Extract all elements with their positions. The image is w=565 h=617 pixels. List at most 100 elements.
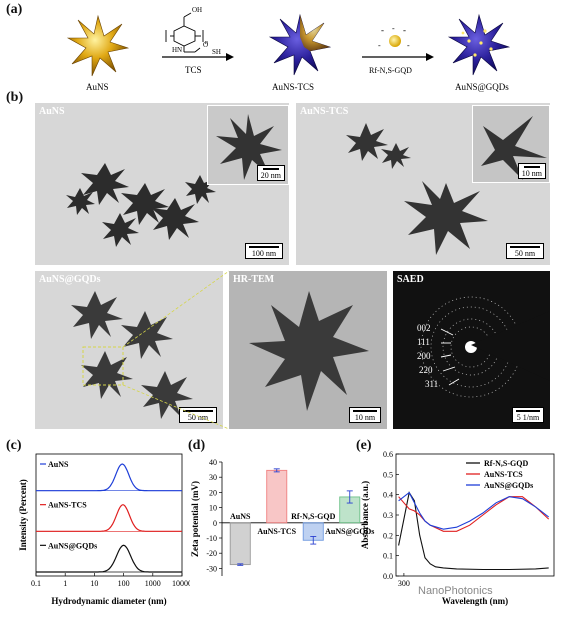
mol-n: n xyxy=(205,40,208,46)
chart-e-xtick-label: 300 xyxy=(398,579,410,588)
panel-b-label: (b) xyxy=(6,90,24,105)
chart-c-legend-label: AuNS@GQDs xyxy=(48,541,97,550)
chart-d-ytick-label: -20 xyxy=(206,549,217,558)
scale-inset-auns-tcs: 10 nm xyxy=(517,163,546,179)
tem-title-hrtem: HR-TEM xyxy=(233,274,275,285)
chart-e-legend-label: AuNS@GQDs xyxy=(484,481,533,490)
chart-d-ytick-label: -30 xyxy=(206,564,217,573)
chart-c-xlabel: Hydrodynamic diameter (nm) xyxy=(51,596,166,606)
chart-e-ytick-label: 0.2 xyxy=(383,531,393,540)
chart-e-xlabel: Wavelength (nm) xyxy=(442,596,508,606)
tem-image-hrtem: HR-TEM 10 nm xyxy=(229,271,387,429)
saed-ring-200: 200 xyxy=(417,351,431,361)
chart-e-ylabel: Absorbance (a.u.) xyxy=(360,481,370,549)
chart-c-xtick-label: 0.1 xyxy=(31,579,41,588)
chart-c-xtick-label: 10000 xyxy=(172,579,190,588)
step-label-1: AuNS xyxy=(86,82,109,92)
saed-ring-311: 311 xyxy=(425,379,439,389)
mol-sh: SH xyxy=(212,48,221,56)
chart-d-ytick-label: 30 xyxy=(209,473,217,482)
arrow-1-reagent: TCS xyxy=(185,65,202,75)
saed-ring-111: 111 xyxy=(417,337,430,347)
tem-image-saed: SAED 002 111 200 220 311 5 1/nm xyxy=(393,271,550,429)
tem-image-auns-tcs: AuNS-TCS 10 nm 50 nm xyxy=(296,103,550,265)
panel-e-label: (e) xyxy=(356,438,372,453)
arrow-2-reagent: Rf-N,S-GQD xyxy=(369,66,412,75)
aun-star-2 xyxy=(268,13,332,76)
chart-c-xtick-label: 1000 xyxy=(145,579,161,588)
chart-d: 40 30 20 10 0 -10 -20 -30 AuNS AuNS-TCS Rf-N,S-GQD… xyxy=(190,458,374,576)
tem-image-auns: AuNS 20 nm 100 nm xyxy=(35,103,289,265)
chart-c-legend-label: AuNS-TCS xyxy=(48,501,87,510)
chart-e-ytick-label: 0.0 xyxy=(383,572,393,581)
svg-text:-: - xyxy=(381,25,384,35)
chart-d-category-label: AuNS xyxy=(230,512,251,521)
chart-c-xtick-label: 1 xyxy=(63,579,67,588)
tcs-molecule xyxy=(165,12,204,53)
chart-e-ytick-label: 0.6 xyxy=(383,450,393,459)
panel-d-label: (d) xyxy=(188,438,206,453)
tem-image-auns-gqds: AuNS@GQDs 50 nm xyxy=(35,271,223,429)
scale-saed: 5 1/nm xyxy=(512,407,544,423)
tem-title-saed: SAED xyxy=(397,274,424,285)
saed-ring-220: 220 xyxy=(419,365,433,375)
chart-e-ytick-label: 0.4 xyxy=(383,491,393,500)
tem-title-auns-gqds: AuNS@GQDs xyxy=(39,274,101,285)
chart-e-ytick-label: 0.3 xyxy=(383,511,393,520)
chart-c-xtick-label: 10 xyxy=(90,579,98,588)
svg-text:-: - xyxy=(403,25,406,35)
chart-e-legend-label: AuNS-TCS xyxy=(484,470,523,479)
chart-c: 0.1 1 10 100 1000 10000 AuNS AuNS-TCS AuNS@GQDs H… xyxy=(18,453,190,606)
scale-auns-tcs: 50 nm xyxy=(506,243,544,259)
svg-text:-: - xyxy=(378,41,381,50)
chart-e-series-line xyxy=(398,491,550,530)
mol-oh: OH xyxy=(192,6,202,14)
aun-star-3 xyxy=(447,13,511,76)
scale-hrtem: 10 nm xyxy=(349,407,381,423)
chart-d-ytick-label: 10 xyxy=(209,504,217,513)
saed-ring-002: 002 xyxy=(417,323,431,333)
svg-text:-: - xyxy=(392,24,395,33)
panel-a-scheme: OH HN O SH n TCS - - - - - Rf-N,S-GQD Au… xyxy=(66,6,511,92)
chart-e: 0.0 0.1 0.2 0.3 0.4 0.5 0.6 300 Rf-N,S-GQD AuNS-T… xyxy=(360,450,555,606)
chart-d-ytick-label: 0 xyxy=(213,519,217,528)
chart-d-category-label: Rf-N,S-GQD xyxy=(291,512,335,521)
panel-c-label: (c) xyxy=(6,438,22,453)
tem-inset-auns: 20 nm xyxy=(207,105,289,185)
step-label-3: AuNS@GQDs xyxy=(455,82,509,92)
gqd-dot xyxy=(389,35,401,47)
chart-e-ytick-label: 0.5 xyxy=(383,470,393,479)
scale-auns-gqds: 50 nm xyxy=(179,407,217,423)
chart-d-category-label: AuNS@GQDs xyxy=(325,527,374,536)
tem-title-auns-tcs: AuNS-TCS xyxy=(300,106,349,117)
step-label-2: AuNS-TCS xyxy=(272,82,314,92)
scale-inset-auns: 20 nm xyxy=(256,165,285,181)
aun-star-1 xyxy=(66,14,130,77)
chart-e-series-line xyxy=(398,496,550,532)
chart-d-bar xyxy=(266,469,288,524)
scale-auns: 100 nm xyxy=(245,243,283,259)
panel-a-label: (a) xyxy=(6,2,23,17)
tem-inset-auns-tcs: 10 nm xyxy=(472,105,550,183)
chart-e-series-line xyxy=(398,491,549,571)
chart-e-legend-label: Rf-N,S-GQD xyxy=(484,459,528,468)
chart-d-ytick-label: 20 xyxy=(209,488,217,497)
chart-d-bar xyxy=(229,522,251,566)
chart-d-category-label: AuNS-TCS xyxy=(257,527,296,536)
chart-c-xtick-label: 100 xyxy=(118,579,130,588)
watermark: NanoPhotonics xyxy=(418,585,493,597)
mol-hn: HN xyxy=(172,46,182,54)
chart-d-ytick-label: 40 xyxy=(209,458,217,467)
chart-c-series-line xyxy=(36,544,182,573)
chart-c-legend-label: AuNS xyxy=(48,460,69,469)
chart-c-series-line xyxy=(36,463,182,492)
chart-d-ytick-label: -10 xyxy=(206,534,217,543)
chart-c-ylabel: Intensity (Percent) xyxy=(18,479,28,551)
tem-title-auns: AuNS xyxy=(39,106,65,117)
mol-o: O xyxy=(203,41,208,49)
chart-e-ytick-label: 0.1 xyxy=(383,552,393,561)
chart-c-frame xyxy=(35,453,183,577)
chart-d-ylabel: Zeta potential (mV) xyxy=(190,481,200,557)
chart-c-series-line xyxy=(36,504,182,532)
svg-text:-: - xyxy=(407,41,410,50)
